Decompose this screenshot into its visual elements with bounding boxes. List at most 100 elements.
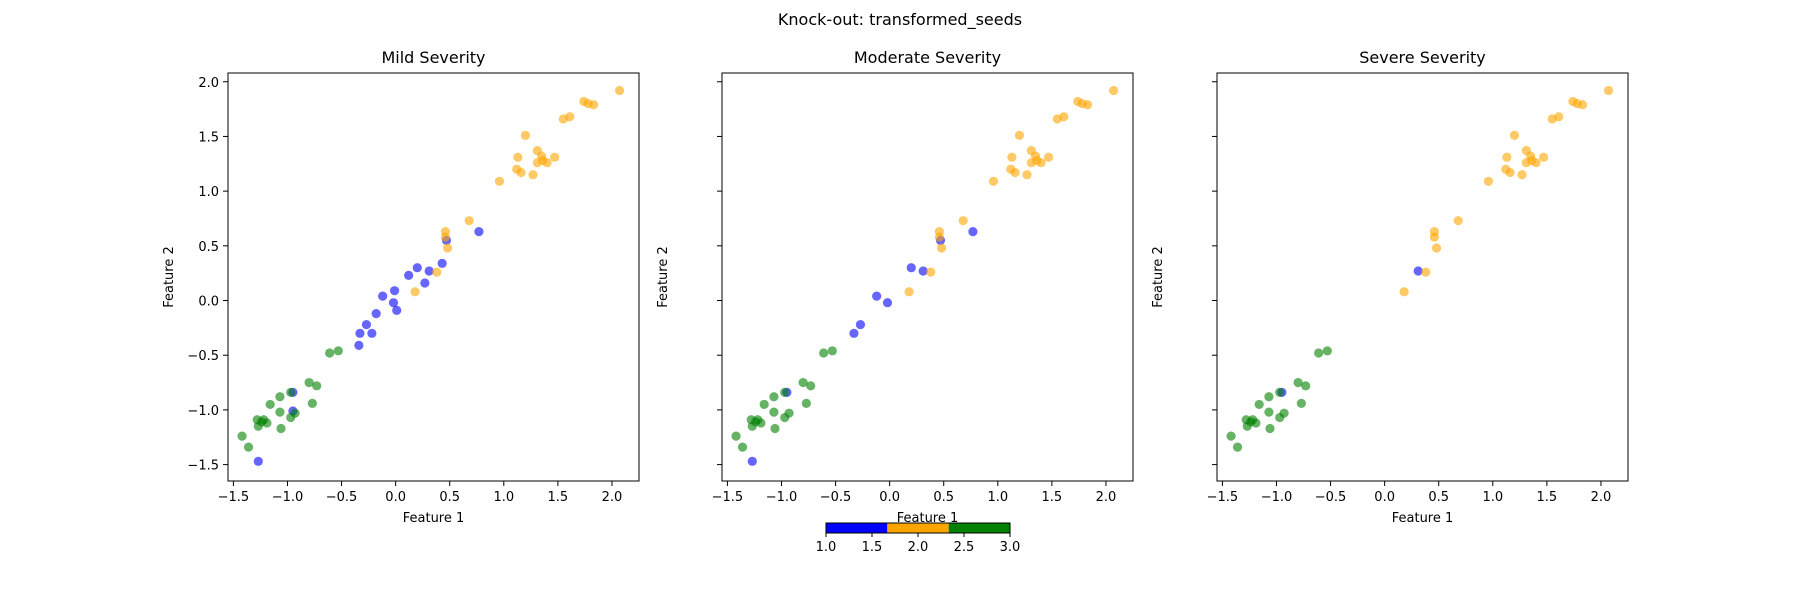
data-point [440,232,450,242]
y-tick-label: −0.5 [187,349,219,364]
x-tick-label: 1.0 [1482,490,1503,505]
data-point [1431,243,1442,253]
data-point [1108,85,1119,96]
data-point [614,85,625,96]
data-point [906,263,916,273]
data-point [827,346,837,356]
data-point [237,431,247,441]
data-point [882,298,893,308]
data-point [333,346,343,356]
data-point [1059,112,1069,122]
data-point [412,263,422,273]
data-point [420,278,430,288]
data-point [918,266,928,276]
data-point [513,152,523,162]
data-point [307,398,317,408]
colorbar-tick-label: 3.0 [1000,540,1021,555]
data-point [1010,167,1020,178]
y-tick-label: 0.5 [198,240,219,255]
x-tick-label: −1.0 [766,490,798,505]
data-point [1264,407,1274,417]
data-point [474,227,484,237]
data-point [265,399,275,410]
data-point [354,340,364,350]
subplot-title: Mild Severity [381,48,485,67]
data-point [731,431,741,441]
x-tick-label: −1.5 [1207,490,1239,505]
x-tick-label: 0.5 [933,490,954,505]
data-point [437,258,447,268]
data-point [1517,170,1527,180]
data-point [355,328,365,338]
data-point [926,267,936,277]
y-axis-label: Feature 2 [656,246,671,308]
data-point [759,399,769,410]
x-tick-label: 0.5 [1428,490,1449,505]
data-point [968,227,978,237]
data-point [494,176,505,186]
data-point [404,270,414,280]
axes-frame [721,72,1134,482]
x-tick-label: 2.0 [1591,490,1612,505]
data-point [464,216,474,226]
data-point [934,232,944,242]
x-tick-label: 0.0 [879,490,900,505]
data-point [520,130,531,140]
data-point [819,348,829,358]
data-point [275,407,285,417]
data-point [769,407,779,417]
x-tick-label: 1.0 [987,490,1008,505]
subplots-group: Mild Severity −1.5 −1.0 −0.5 0.0 0.5 1.0 1.5 2.0… [162,48,1629,526]
data-point [1275,387,1285,397]
data-point [1554,112,1564,122]
x-tick-label: 0.0 [385,490,406,505]
colorbar-tick-label: 2.0 [908,540,929,555]
data-point [1314,348,1324,358]
y-tick-label: −1.0 [187,404,219,419]
data-point [958,216,968,226]
x-tick-label: −0.5 [820,490,852,505]
data-point [1483,176,1494,186]
x-tick-label: 2.0 [602,490,623,505]
data-point [1603,85,1614,96]
data-point [389,286,400,296]
x-axis-label: Feature 1 [1392,511,1454,526]
data-point [1251,418,1261,428]
data-point [1293,377,1303,388]
data-point [849,328,859,338]
data-point [1531,158,1541,168]
data-point [936,243,947,253]
data-point [276,423,286,434]
x-tick-label: 0.5 [439,490,460,505]
data-point [1232,442,1243,452]
data-point [1279,408,1289,418]
colorbar: 1.0 1.5 2.0 2.5 3.0 [816,522,1021,555]
x-tick-label: −1.0 [1261,490,1293,505]
x-tick-label: 1.0 [493,490,514,505]
x-axis-label: Feature 1 [897,511,959,526]
axes-frame [1216,72,1629,482]
data-point [542,158,552,168]
axes-frame [227,72,640,482]
data-point [988,176,999,186]
data-point [367,328,377,338]
data-point [410,287,420,297]
data-point [253,456,263,466]
y-axis-label: Feature 2 [162,246,177,308]
data-point [588,100,599,110]
data-point [392,305,402,315]
y-axis-label: Feature 2 [1151,246,1166,308]
colorbar-tick-label: 1.0 [816,540,837,555]
data-point [1322,346,1332,356]
colorbar-segment [826,523,888,533]
data-point [388,298,399,308]
x-axis-label: Feature 1 [403,511,465,526]
data-point [275,392,285,402]
data-point [770,423,780,434]
data-point [424,266,434,276]
data-point [1505,167,1515,178]
x-tick-label: −1.5 [712,490,744,505]
x-tick-label: −0.5 [326,490,358,505]
data-point [1413,266,1423,276]
data-point [855,319,866,330]
